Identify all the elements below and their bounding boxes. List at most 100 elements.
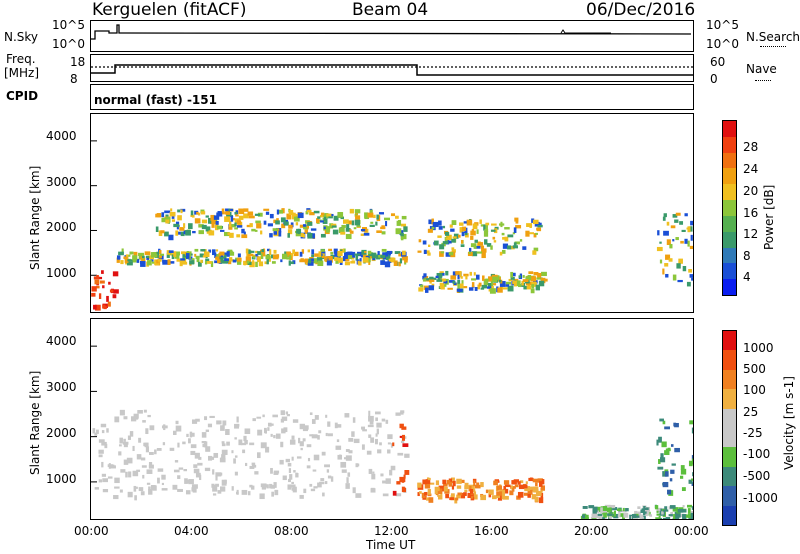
power-cell: [492, 236, 496, 240]
power-cell: [288, 260, 291, 266]
velocity-cell: [195, 472, 201, 478]
velocity-cell: [281, 428, 286, 434]
power-cell: [258, 261, 264, 267]
power-cell: [525, 281, 532, 286]
power-cell: [395, 215, 399, 219]
power-cell: [458, 234, 461, 238]
power-cell: [663, 230, 669, 236]
power-cell: [236, 225, 243, 228]
power-cell: [393, 260, 398, 266]
power-cell: [514, 217, 519, 222]
power-cell: [532, 219, 539, 225]
velocity-cell: [503, 485, 506, 491]
velocity-cbar-tick-500: 500: [743, 362, 766, 376]
power-cell: [536, 227, 541, 231]
power-cell: [382, 252, 389, 257]
power-cell: [476, 274, 480, 280]
power-cell: [487, 282, 492, 289]
power-cell: [499, 251, 503, 256]
velocity-cell: [658, 436, 662, 443]
power-cell: [349, 229, 352, 232]
power-cell: [196, 211, 199, 215]
power-cell: [94, 304, 101, 311]
velocity-cell: [212, 486, 218, 492]
power-cell: [438, 226, 443, 230]
power-cell: [175, 251, 180, 256]
power-cell: [522, 246, 527, 250]
power-cell: [688, 268, 692, 273]
power-cell: [276, 209, 280, 215]
power-cell: [320, 220, 324, 223]
power-cell: [199, 253, 204, 258]
velocity-cell: [664, 426, 671, 430]
velocity-cell: [123, 438, 126, 442]
velocity-cell: [101, 473, 107, 477]
power-cell: [237, 257, 242, 262]
velocity-cell: [244, 428, 251, 435]
xtick-0400: 04:00: [174, 524, 209, 538]
power-cell: [486, 243, 492, 247]
power-cell: [198, 212, 201, 216]
power-cell: [102, 304, 106, 309]
power-cell: [459, 283, 464, 289]
velocity-cell: [437, 494, 440, 497]
velocity-cell: [293, 470, 296, 473]
power-cell: [507, 234, 514, 238]
velocity-cell: [249, 442, 255, 446]
power-cell: [513, 227, 517, 233]
velocity-cell: [114, 486, 120, 489]
velocity-cell: [442, 479, 447, 485]
power-cell: [112, 271, 119, 277]
velocity-cell: [677, 508, 684, 513]
velocity-cell: [233, 458, 236, 464]
velocity-cell: [266, 484, 269, 489]
power-cell: [313, 210, 320, 214]
power-cell: [481, 252, 486, 259]
velocity-cell: [145, 446, 150, 453]
power-cell: [467, 251, 473, 257]
power-cell: [477, 284, 481, 290]
power-cell: [427, 228, 433, 233]
power-cell: [179, 260, 183, 267]
power-cell: [457, 279, 461, 285]
velocity-cell: [452, 480, 456, 487]
velocity-cell: [241, 442, 247, 446]
power-cell: [460, 240, 464, 244]
power-cell: [156, 251, 160, 254]
power-cell: [132, 255, 138, 261]
velocity-cell: [485, 489, 489, 494]
xtick-2400: 00:00: [674, 524, 709, 538]
velocity-cell: [123, 416, 128, 420]
velocity-cell: [203, 441, 208, 448]
power-cell: [223, 231, 230, 237]
power-cell: [331, 223, 337, 227]
power-cell: [263, 208, 270, 211]
velocity-cell: [691, 482, 693, 486]
power-cell: [208, 249, 212, 253]
velocity-cell: [678, 513, 685, 518]
power-cell: [200, 249, 206, 252]
velocity-cell: [149, 425, 155, 431]
power-cell: [132, 258, 137, 263]
power-cell: [386, 254, 391, 261]
power-cell: [512, 232, 516, 235]
power-cell: [351, 220, 355, 226]
power-cell: [215, 220, 219, 225]
velocity-cell: [242, 449, 246, 454]
power-cell: [471, 278, 477, 281]
velocity-cell: [351, 431, 355, 437]
velocity-cell: [324, 464, 330, 468]
power-cell: [529, 232, 535, 235]
freq-tick-top: 18: [70, 55, 86, 69]
power-cell: [403, 226, 408, 232]
velocity-cell: [376, 428, 379, 435]
power-cell: [513, 280, 517, 287]
velocity-cell: [661, 511, 664, 515]
power-cell: [216, 212, 223, 217]
power-cell: [269, 213, 274, 219]
power-cell: [106, 295, 109, 302]
velocity-cell: [692, 472, 693, 477]
velocity-cell: [464, 489, 468, 493]
velocity-cell: [485, 489, 492, 493]
power-cell: [257, 212, 263, 217]
